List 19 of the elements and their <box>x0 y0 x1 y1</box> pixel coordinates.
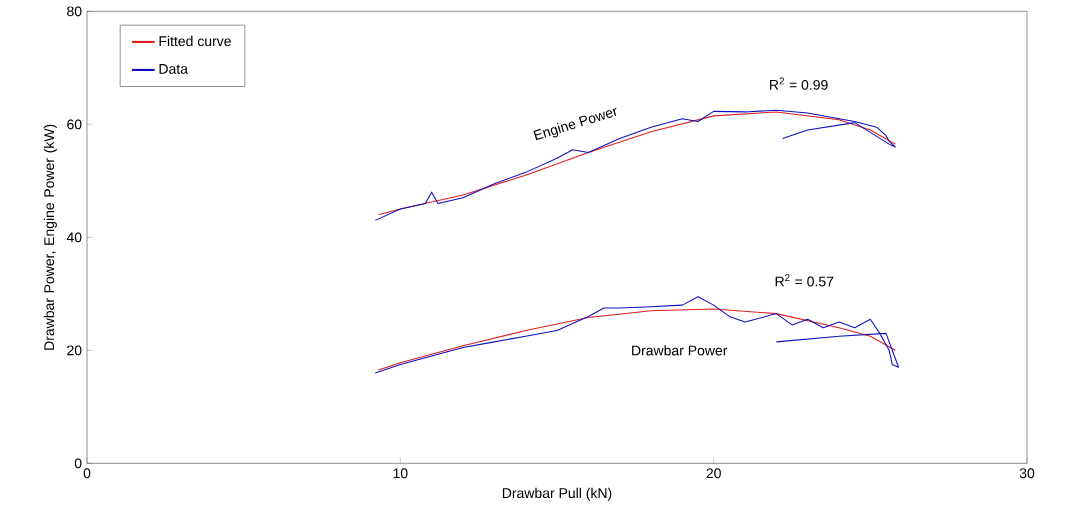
y-tick-label: 60 <box>67 119 82 130</box>
annotation: Engine Power <box>533 108 617 141</box>
annotation: R$^{2}$ = 0.57 <box>775 274 834 287</box>
x-tick-label: 0 <box>83 468 91 479</box>
y-axis-title: Drawbar Power, Engine Power (kW) <box>43 124 57 350</box>
x-axis-title: Drawbar Pull (kN) <box>502 487 612 501</box>
line-series <box>374 296 900 374</box>
line-series <box>377 308 896 371</box>
x-tick-label: 20 <box>706 468 721 479</box>
y-tick-label: 40 <box>66 232 82 243</box>
annotation: R$^{2}$ = 0.99 <box>770 77 828 90</box>
x-tick-label: 30 <box>1019 468 1035 479</box>
legend-label: Data <box>159 64 188 74</box>
annotation: Drawbar Power <box>632 345 728 356</box>
y-tick-label: 0 <box>74 458 82 469</box>
legend-label: Fitted curve <box>159 35 231 47</box>
x-tick-label: 10 <box>393 468 408 479</box>
y-tick-label: 80 <box>67 6 82 17</box>
y-tick-label: 20 <box>67 345 82 356</box>
